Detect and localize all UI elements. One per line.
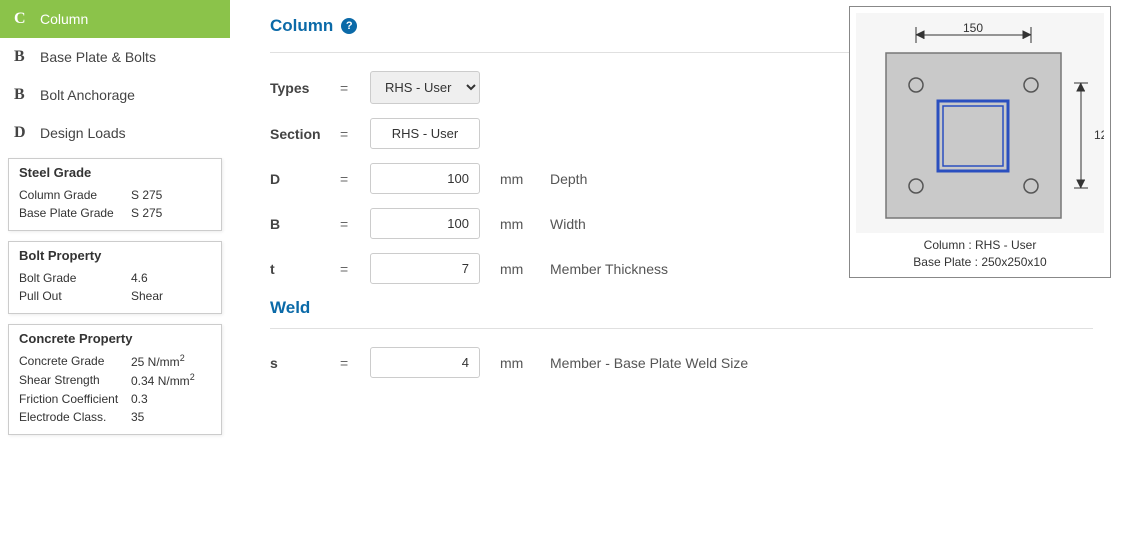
caption-line2: Base Plate : 250x250x10 bbox=[856, 254, 1104, 271]
prop-value: 35 bbox=[131, 408, 211, 426]
eq: = bbox=[340, 355, 370, 371]
nav-letter: B bbox=[14, 48, 40, 66]
bolt-property-box: Bolt Property Bolt Grade 4.6 Pull Out Sh… bbox=[8, 241, 222, 314]
eq: = bbox=[340, 216, 370, 232]
row-s: s = mm Member - Base Plate Weld Size bbox=[270, 347, 1093, 378]
weld-title-text: Weld bbox=[270, 298, 310, 318]
diagram-caption: Column : RHS - User Base Plate : 250x250… bbox=[856, 237, 1104, 271]
prop-row: Electrode Class. 35 bbox=[19, 408, 211, 426]
nav-item-boltanchorage[interactable]: B Bolt Anchorage bbox=[0, 76, 230, 114]
prop-row: Column Grade S 275 bbox=[19, 186, 211, 204]
unit-s: mm bbox=[500, 355, 550, 371]
unit-t: mm bbox=[500, 261, 550, 277]
nav-letter: C bbox=[14, 10, 40, 28]
dim-width: 150 bbox=[963, 21, 983, 35]
prop-row: Concrete Grade 25 N/mm2 bbox=[19, 352, 211, 371]
sidebar: C Column B Base Plate & Bolts B Bolt Anc… bbox=[0, 0, 230, 445]
diagram-panel: 150 125 Column : RHS - User Base Plate :… bbox=[849, 6, 1111, 278]
nav-letter: B bbox=[14, 86, 40, 104]
label-s: s bbox=[270, 355, 340, 371]
desc-t: Member Thickness bbox=[550, 261, 668, 277]
eq: = bbox=[340, 261, 370, 277]
unit-B: mm bbox=[500, 216, 550, 232]
bolt-property-title: Bolt Property bbox=[19, 248, 211, 263]
nav-label: Base Plate & Bolts bbox=[40, 49, 216, 65]
prop-label: Base Plate Grade bbox=[19, 204, 114, 222]
dim-height: 125 bbox=[1094, 128, 1104, 142]
prop-value: S 275 bbox=[131, 204, 211, 222]
label-B: B bbox=[270, 216, 340, 232]
divider bbox=[270, 328, 1093, 329]
nav-item-baseplate[interactable]: B Base Plate & Bolts bbox=[0, 38, 230, 76]
B-input[interactable] bbox=[370, 208, 480, 239]
label-D: D bbox=[270, 171, 340, 187]
prop-row: Pull Out Shear bbox=[19, 287, 211, 305]
prop-value: 4.6 bbox=[131, 269, 211, 287]
section-title-column: Column ? bbox=[270, 16, 357, 36]
prop-value: 25 N/mm2 bbox=[131, 352, 211, 371]
nav-item-designloads[interactable]: D Design Loads bbox=[0, 114, 230, 152]
baseplate-diagram: 150 125 bbox=[856, 13, 1104, 233]
concrete-property-box: Concrete Property Concrete Grade 25 N/mm… bbox=[8, 324, 222, 435]
prop-label: Bolt Grade bbox=[19, 269, 76, 287]
nav-label: Column bbox=[40, 11, 216, 27]
desc-D: Depth bbox=[550, 171, 587, 187]
prop-label: Concrete Grade bbox=[19, 352, 104, 371]
types-select[interactable]: RHS - User bbox=[370, 71, 480, 104]
eq: = bbox=[340, 80, 370, 96]
prop-label: Friction Coefficient bbox=[19, 390, 118, 408]
steel-grade-box: Steel Grade Column Grade S 275 Base Plat… bbox=[8, 158, 222, 231]
label-t: t bbox=[270, 261, 340, 277]
prop-label: Column Grade bbox=[19, 186, 97, 204]
nav-label: Bolt Anchorage bbox=[40, 87, 216, 103]
section-input[interactable] bbox=[370, 118, 480, 149]
prop-value: 0.34 N/mm2 bbox=[131, 371, 211, 390]
help-icon[interactable]: ? bbox=[341, 18, 357, 34]
prop-label: Shear Strength bbox=[19, 371, 100, 390]
desc-s: Member - Base Plate Weld Size bbox=[550, 355, 748, 371]
nav-letter: D bbox=[14, 124, 40, 142]
prop-label: Electrode Class. bbox=[19, 408, 106, 426]
section-title-weld: Weld bbox=[270, 298, 1093, 318]
nav-list: C Column B Base Plate & Bolts B Bolt Anc… bbox=[0, 0, 230, 152]
label-section: Section bbox=[270, 126, 340, 142]
s-input[interactable] bbox=[370, 347, 480, 378]
nav-item-column[interactable]: C Column bbox=[0, 0, 230, 38]
prop-value: 0.3 bbox=[131, 390, 211, 408]
prop-row: Friction Coefficient 0.3 bbox=[19, 390, 211, 408]
prop-value: S 275 bbox=[131, 186, 211, 204]
prop-row: Bolt Grade 4.6 bbox=[19, 269, 211, 287]
section-title-text: Column bbox=[270, 16, 333, 36]
nav-label: Design Loads bbox=[40, 125, 216, 141]
eq: = bbox=[340, 126, 370, 142]
prop-row: Shear Strength 0.34 N/mm2 bbox=[19, 371, 211, 390]
caption-line1: Column : RHS - User bbox=[856, 237, 1104, 254]
eq: = bbox=[340, 171, 370, 187]
concrete-property-title: Concrete Property bbox=[19, 331, 211, 346]
prop-label: Pull Out bbox=[19, 287, 62, 305]
steel-grade-title: Steel Grade bbox=[19, 165, 211, 180]
label-types: Types bbox=[270, 80, 340, 96]
prop-value: Shear bbox=[131, 287, 211, 305]
prop-row: Base Plate Grade S 275 bbox=[19, 204, 211, 222]
t-input[interactable] bbox=[370, 253, 480, 284]
unit-D: mm bbox=[500, 171, 550, 187]
D-input[interactable] bbox=[370, 163, 480, 194]
desc-B: Width bbox=[550, 216, 586, 232]
